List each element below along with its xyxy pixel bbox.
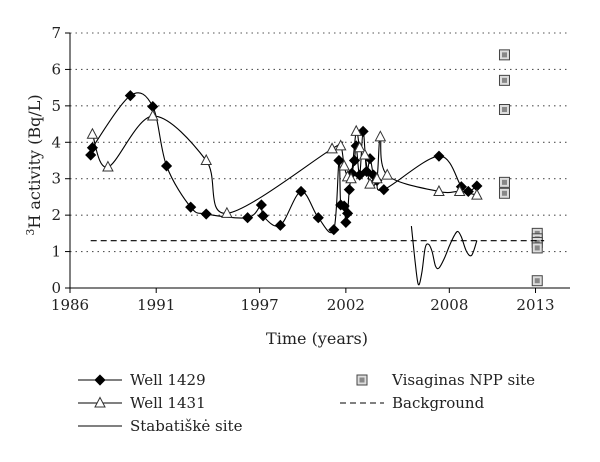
point-0-11 — [295, 185, 307, 198]
y-axis-title-sup: 3 — [24, 229, 37, 236]
legend-marker-3-inner — [359, 377, 365, 383]
y-axis-title: 3H activity (Bq/L) — [24, 94, 44, 235]
point-1-13 — [364, 177, 376, 189]
point-0-21 — [348, 154, 361, 167]
legend-item-3: Visaginas NPP site — [356, 371, 535, 389]
series-line-2 — [410, 226, 478, 286]
point-0-19 — [343, 184, 355, 196]
point-0-29 — [378, 184, 390, 196]
y-axis-title-rest: H activity (Bq/L) — [25, 94, 44, 228]
x-tick-label-2013: 2013 — [516, 296, 554, 314]
y-tick-label-1: 1 — [51, 243, 61, 261]
series-line-0 — [88, 92, 478, 234]
legend-marker-0 — [94, 374, 106, 386]
point-0-12 — [312, 212, 324, 224]
y-tick-label-0: 0 — [51, 279, 61, 297]
x-axis-title: Time (years) — [266, 329, 368, 348]
x-tick-label-1997: 1997 — [241, 296, 279, 314]
point-0-9 — [257, 210, 269, 222]
point-1-9 — [345, 172, 357, 184]
point-0-2 — [124, 90, 136, 102]
x-tick-label-2002: 2002 — [327, 296, 365, 314]
point-1-7 — [338, 159, 350, 171]
point-3-4-inner — [501, 190, 507, 196]
point-1-2 — [146, 109, 159, 121]
y-tick-label-7: 7 — [51, 24, 61, 42]
legend-label-0: Well 1429 — [130, 371, 206, 389]
point-1-3 — [200, 153, 213, 165]
legend-item-2: Stabatiškė site — [78, 417, 243, 435]
point-3-2-inner — [501, 107, 507, 112]
y-tick-label-4: 4 — [51, 133, 61, 151]
point-0-16 — [338, 200, 350, 212]
point-1-15 — [374, 130, 387, 142]
legend-item-1: Well 1431 — [78, 394, 206, 412]
point-1-19 — [471, 188, 483, 200]
series-3 — [498, 49, 543, 287]
point-1-5 — [326, 142, 338, 154]
point-1-6 — [334, 139, 347, 151]
y-tick-label-3: 3 — [51, 170, 61, 188]
series-0 — [85, 90, 483, 236]
point-1-18 — [453, 184, 466, 196]
y-tick-label-2: 2 — [51, 206, 61, 224]
point-1-14 — [371, 172, 383, 184]
point-0-14 — [333, 154, 345, 167]
legend-label-1: Well 1431 — [130, 394, 206, 412]
legend-label-4: Background — [392, 394, 485, 412]
point-0-13 — [328, 224, 340, 236]
point-0-17 — [340, 216, 352, 228]
series-line-1 — [91, 115, 478, 214]
point-1-16 — [381, 168, 394, 180]
y-tick-label-5: 5 — [51, 97, 61, 115]
legend-label-3: Visaginas NPP site — [391, 371, 535, 389]
point-1-0 — [86, 127, 99, 139]
point-0-8 — [255, 199, 267, 211]
legend-label-2: Stabatiškė site — [130, 417, 243, 435]
x-tick-label-1991: 1991 — [137, 296, 175, 314]
plot-series — [85, 49, 545, 287]
point-0-5 — [185, 201, 197, 213]
point-1-4 — [221, 206, 233, 218]
y-tick-label-6: 6 — [51, 60, 61, 78]
point-0-25 — [360, 165, 373, 177]
point-1-10 — [350, 124, 363, 136]
legend: Well 1429 Well 1431 Stabatiškė site Visagin… — [78, 371, 535, 435]
point-3-0-inner — [501, 52, 507, 58]
legend-item-0: Well 1429 — [78, 371, 206, 389]
point-3-8-inner — [534, 245, 540, 251]
series-1 — [86, 109, 483, 218]
point-1-12 — [358, 148, 371, 160]
point-0-24 — [357, 125, 369, 137]
series-2 — [410, 226, 478, 286]
point-0-10 — [274, 219, 286, 231]
x-tick-label-1986: 1986 — [51, 296, 89, 314]
point-3-9-inner — [534, 278, 540, 284]
x-tick-label-2008: 2008 — [430, 296, 468, 314]
point-0-18 — [342, 207, 354, 219]
point-1-1 — [102, 160, 114, 172]
point-3-1-inner — [501, 77, 507, 83]
point-0-4 — [160, 160, 173, 172]
axes: 0 1 2 3 4 5 6 7 1986 1991 1997 2002 2008 2013 — [51, 24, 570, 314]
point-1-17 — [433, 184, 445, 196]
point-1-11 — [353, 141, 366, 153]
legend-item-4: Background — [340, 394, 485, 412]
point-0-7 — [242, 212, 254, 224]
point-0-30 — [433, 150, 445, 162]
legend-marker-1 — [94, 396, 106, 408]
point-3-3-inner — [501, 179, 507, 185]
point-0-6 — [200, 208, 212, 220]
